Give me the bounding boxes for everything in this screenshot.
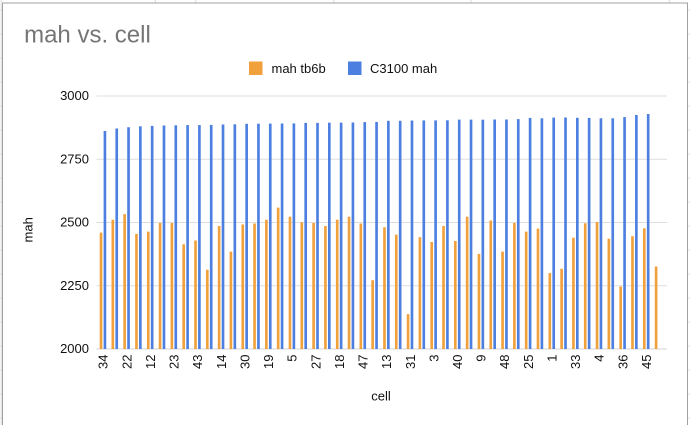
svg-text:30: 30: [237, 355, 252, 369]
svg-text:3000: 3000: [60, 88, 89, 103]
svg-text:48: 48: [497, 355, 512, 369]
svg-text:mah: mah: [21, 217, 36, 242]
svg-text:14: 14: [214, 355, 229, 369]
svg-text:2500: 2500: [60, 215, 89, 230]
svg-text:34: 34: [96, 355, 111, 369]
svg-text:36: 36: [615, 355, 630, 369]
svg-text:mah tb6b: mah tb6b: [272, 61, 326, 76]
svg-text:31: 31: [403, 355, 418, 369]
svg-text:13: 13: [379, 355, 394, 369]
svg-text:33: 33: [568, 355, 583, 369]
svg-text:18: 18: [332, 355, 347, 369]
svg-text:5: 5: [285, 355, 300, 362]
svg-text:45: 45: [639, 355, 654, 369]
svg-text:mah vs. cell: mah vs. cell: [24, 21, 151, 48]
svg-text:12: 12: [143, 355, 158, 369]
svg-text:40: 40: [450, 355, 465, 369]
svg-text:43: 43: [190, 355, 205, 369]
svg-text:47: 47: [356, 355, 371, 369]
svg-text:25: 25: [521, 355, 536, 369]
svg-text:C3100 mah: C3100 mah: [370, 61, 437, 76]
svg-text:2250: 2250: [60, 278, 89, 293]
svg-text:19: 19: [261, 355, 276, 369]
svg-text:cell: cell: [371, 389, 391, 404]
svg-text:1: 1: [544, 355, 559, 362]
svg-text:27: 27: [308, 355, 323, 369]
svg-text:4: 4: [592, 355, 607, 362]
svg-text:3: 3: [426, 355, 441, 362]
svg-text:22: 22: [119, 355, 134, 369]
svg-text:2000: 2000: [60, 341, 89, 356]
svg-text:23: 23: [167, 355, 182, 369]
svg-text:2750: 2750: [60, 151, 89, 166]
svg-text:9: 9: [474, 355, 489, 362]
